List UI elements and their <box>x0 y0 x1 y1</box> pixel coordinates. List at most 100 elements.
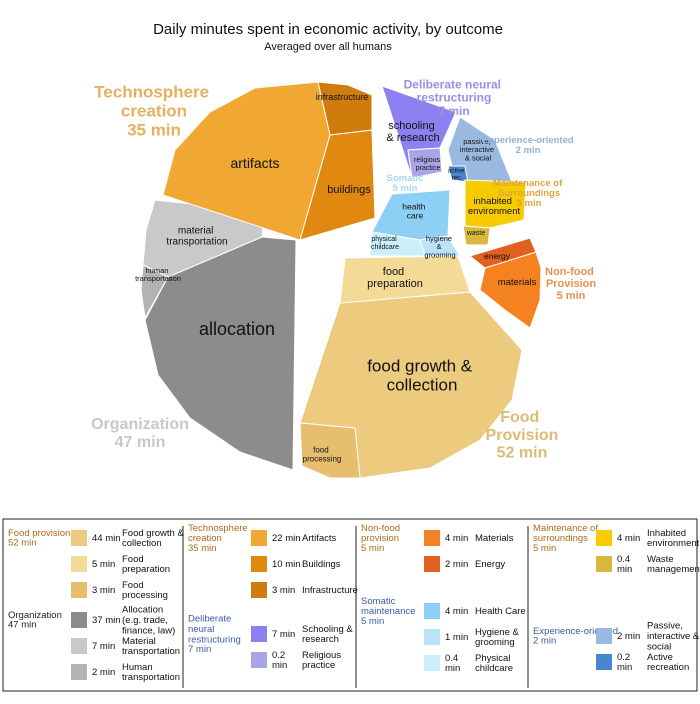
legend-item: Food preparation <box>122 553 170 574</box>
cell <box>144 236 297 471</box>
legend-item: Inhabited environment <box>647 527 700 548</box>
cell-label: energy <box>484 251 511 261</box>
cell-label: material transportation <box>166 225 227 247</box>
legend-value: 2 min <box>92 667 115 678</box>
cell-label: physical childcare <box>371 236 399 251</box>
group-value: 52 min <box>497 445 548 462</box>
cell <box>140 264 169 320</box>
legend-group-value: 47 min <box>8 620 37 631</box>
group-value: 47 min <box>115 434 166 451</box>
legend-swatch <box>71 556 87 572</box>
group-label: Non-food Provision <box>545 266 597 290</box>
legend-value: 22 min <box>272 533 301 544</box>
cell-label: food processing <box>303 446 342 464</box>
cell <box>407 147 443 179</box>
legend-value: 5 min <box>92 559 115 570</box>
group-label: Deliberate neural restructuring <box>404 78 505 105</box>
legend-frame <box>2 518 698 692</box>
legend-value: 4 min <box>445 533 468 544</box>
legend-item: Infrastructure <box>302 585 358 596</box>
legend-swatch <box>71 664 87 680</box>
legend-swatch <box>251 556 267 572</box>
group-value: 5 min <box>517 198 542 209</box>
legend-swatch <box>251 626 267 642</box>
cell <box>339 255 471 304</box>
legend-swatch <box>596 654 612 670</box>
legend-item: Physical childcare <box>475 652 513 673</box>
legend-value: 37 min <box>92 615 121 626</box>
legend-item: Religious practice <box>302 649 344 670</box>
legend-swatch <box>71 582 87 598</box>
cell-label: food preparation <box>367 266 423 290</box>
legend-group-name: Food provision <box>8 528 70 539</box>
legend-value: 44 min <box>92 533 121 544</box>
cell-label: schooling & research <box>386 120 439 144</box>
cell-label: health care <box>402 202 428 221</box>
legend-swatch <box>251 652 267 668</box>
legend-value: 0.2 min <box>272 649 288 670</box>
legend-item: Material transportation <box>122 635 180 656</box>
group-label: Technosphere creation <box>94 83 214 121</box>
group-label: Experience-oriented <box>482 135 574 146</box>
legend-group-name: Technosphere creation <box>188 522 250 543</box>
legend-item: Allocation (e.g. trade, finance, law) <box>122 604 175 636</box>
group-value: 7 min <box>438 104 469 118</box>
group-label: Maintenance of Surroundings <box>493 177 565 198</box>
legend-item: Artifacts <box>302 533 337 544</box>
legend-value: 4 min <box>445 606 468 617</box>
cell-label: infrastructure <box>316 92 369 102</box>
group-value: 35 min <box>127 121 181 140</box>
legend-value: 3 min <box>92 585 115 596</box>
legend-value: 0.2 min <box>617 651 633 672</box>
legend-swatch <box>251 530 267 546</box>
legend-group-name: Somatic maintenance <box>361 595 415 616</box>
legend-swatch <box>71 530 87 546</box>
legend-item: Food growth & collection <box>122 527 186 548</box>
legend-item: Human transportation <box>122 661 180 682</box>
cell-label: allocation <box>199 319 275 339</box>
legend-swatch <box>424 556 440 572</box>
legend-group-name: Experience-oriented <box>533 626 618 637</box>
legend-swatch <box>424 530 440 546</box>
legend-value: 0.4 min <box>617 553 633 574</box>
legend-item: Waste management <box>647 553 700 574</box>
cell-label: artifacts <box>230 155 279 171</box>
legend-group-name: Non-food provision <box>361 522 403 543</box>
cell <box>369 231 426 257</box>
legend-swatch <box>71 612 87 628</box>
legend-swatch <box>424 655 440 671</box>
legend-item: Buildings <box>302 559 341 570</box>
cell-label: passive, interactive & social <box>460 137 496 163</box>
legend-value: 7 min <box>272 629 295 640</box>
legend-swatch <box>596 530 612 546</box>
legend-group-name: Maintenance of surroundings <box>533 522 601 543</box>
cell-label: hygiene & grooming <box>424 234 455 260</box>
legend-value: 2 min <box>445 559 468 570</box>
cell <box>464 179 527 229</box>
cell <box>468 237 537 269</box>
legend-value: 1 min <box>445 632 468 643</box>
legend-item: Health Care <box>475 606 526 617</box>
legend-item: Hygiene & grooming <box>475 626 521 647</box>
group-label: Organization <box>91 416 189 433</box>
legend-value: 10 min <box>272 559 301 570</box>
group-label: Somatic <box>387 173 424 184</box>
cell-label: food growth & collection <box>367 357 477 395</box>
legend-item: Schooling & research <box>302 623 355 644</box>
legend-swatch <box>424 603 440 619</box>
cell-label: religious practice <box>414 157 442 172</box>
legend-swatch <box>424 629 440 645</box>
legend-group-value: 52 min <box>8 538 37 549</box>
legend <box>2 518 698 692</box>
legend-swatch <box>596 628 612 644</box>
group-value: 5 min <box>393 183 418 194</box>
legend-item: Materials <box>475 533 514 544</box>
legend-swatch <box>596 556 612 572</box>
legend-group-name: Deliberate neural restructuring <box>188 613 241 645</box>
legend-value: 0.4 min <box>445 652 461 673</box>
legend-item: Energy <box>475 559 505 570</box>
cell-label: waste <box>466 230 485 237</box>
legend-group-value: 5 min <box>533 543 556 554</box>
legend-swatch <box>71 638 87 654</box>
legend-item: Passive, interactive & social <box>647 620 700 652</box>
